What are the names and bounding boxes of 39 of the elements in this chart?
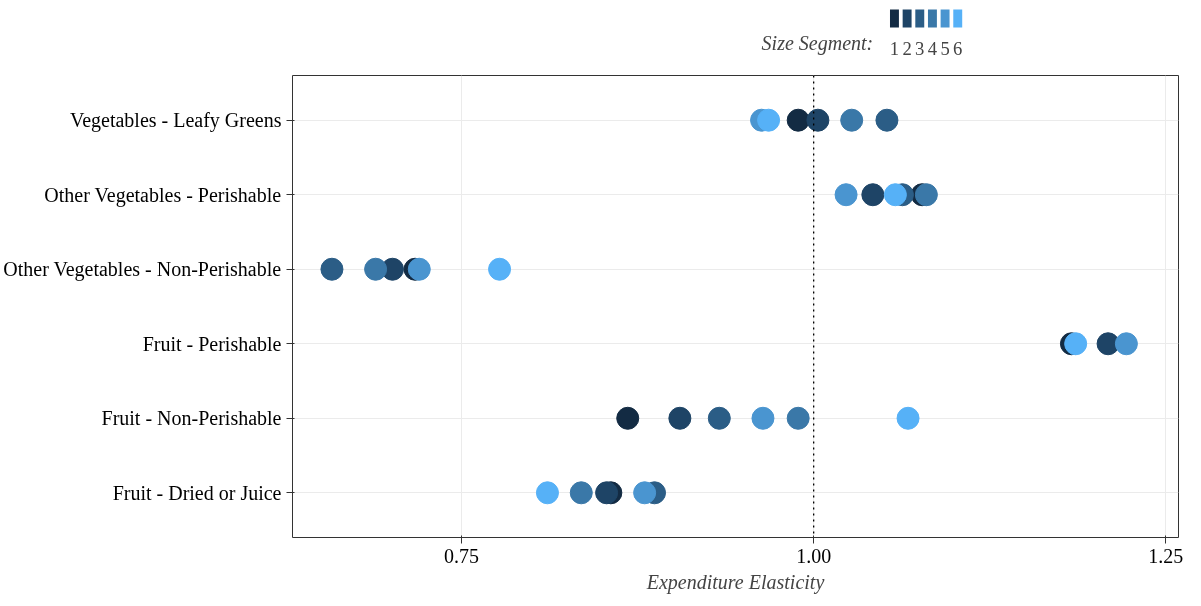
legend-title: Size Segment:: [761, 31, 874, 55]
point: [535, 481, 559, 505]
y-tick-label: Fruit - Non-Perishable: [101, 407, 282, 430]
point: [320, 257, 344, 281]
y-tick-label: Fruit - Dried or Juice: [112, 481, 282, 504]
point: [840, 108, 864, 132]
legend-label: 3: [915, 38, 925, 59]
legend-label: 4: [927, 38, 938, 59]
point: [569, 481, 593, 505]
point: [786, 406, 810, 430]
x-tick-label: 1.25: [1148, 544, 1184, 567]
point: [616, 406, 640, 430]
point: [757, 108, 781, 132]
legend-label: 5: [940, 38, 950, 59]
point: [786, 108, 810, 132]
point: [861, 183, 885, 207]
point: [488, 257, 512, 281]
point: [364, 257, 388, 281]
legend-label: 2: [902, 38, 912, 59]
point: [751, 406, 775, 430]
point: [883, 183, 907, 207]
legend-label: 1: [889, 38, 900, 59]
x-tick-label: 0.75: [444, 544, 480, 567]
point: [707, 406, 731, 430]
point: [1114, 332, 1138, 356]
x-tick-label: 1.00: [796, 544, 832, 567]
point: [1064, 332, 1088, 356]
point: [806, 108, 830, 132]
y-tick-label: Other Vegetables - Non-Perishable: [3, 258, 282, 282]
y-tick-label: Fruit - Perishable: [142, 332, 282, 355]
y-tick-label: Other Vegetables - Perishable: [44, 183, 282, 207]
point: [668, 406, 692, 430]
point: [896, 406, 920, 430]
legend-label: 6: [953, 38, 963, 59]
point: [834, 183, 858, 207]
x-axis-title: Expenditure Elasticity: [645, 570, 825, 594]
point: [633, 481, 657, 505]
y-tick-label: Vegetables - Leafy Greens: [69, 109, 282, 133]
point: [875, 108, 899, 132]
